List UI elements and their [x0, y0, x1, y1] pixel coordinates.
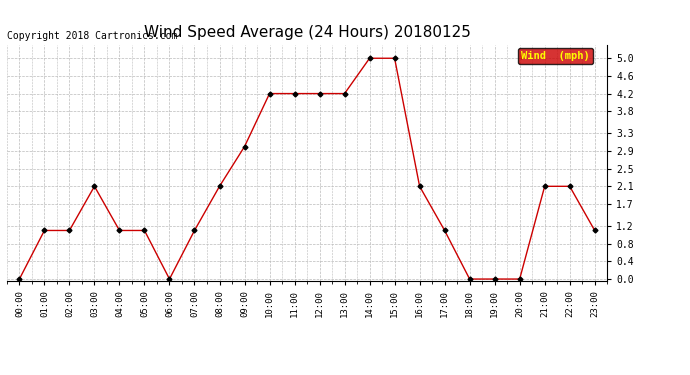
- Text: Copyright 2018 Cartronics.com: Copyright 2018 Cartronics.com: [7, 32, 177, 41]
- Title: Wind Speed Average (24 Hours) 20180125: Wind Speed Average (24 Hours) 20180125: [144, 25, 471, 40]
- Legend: Wind  (mph): Wind (mph): [518, 48, 593, 64]
